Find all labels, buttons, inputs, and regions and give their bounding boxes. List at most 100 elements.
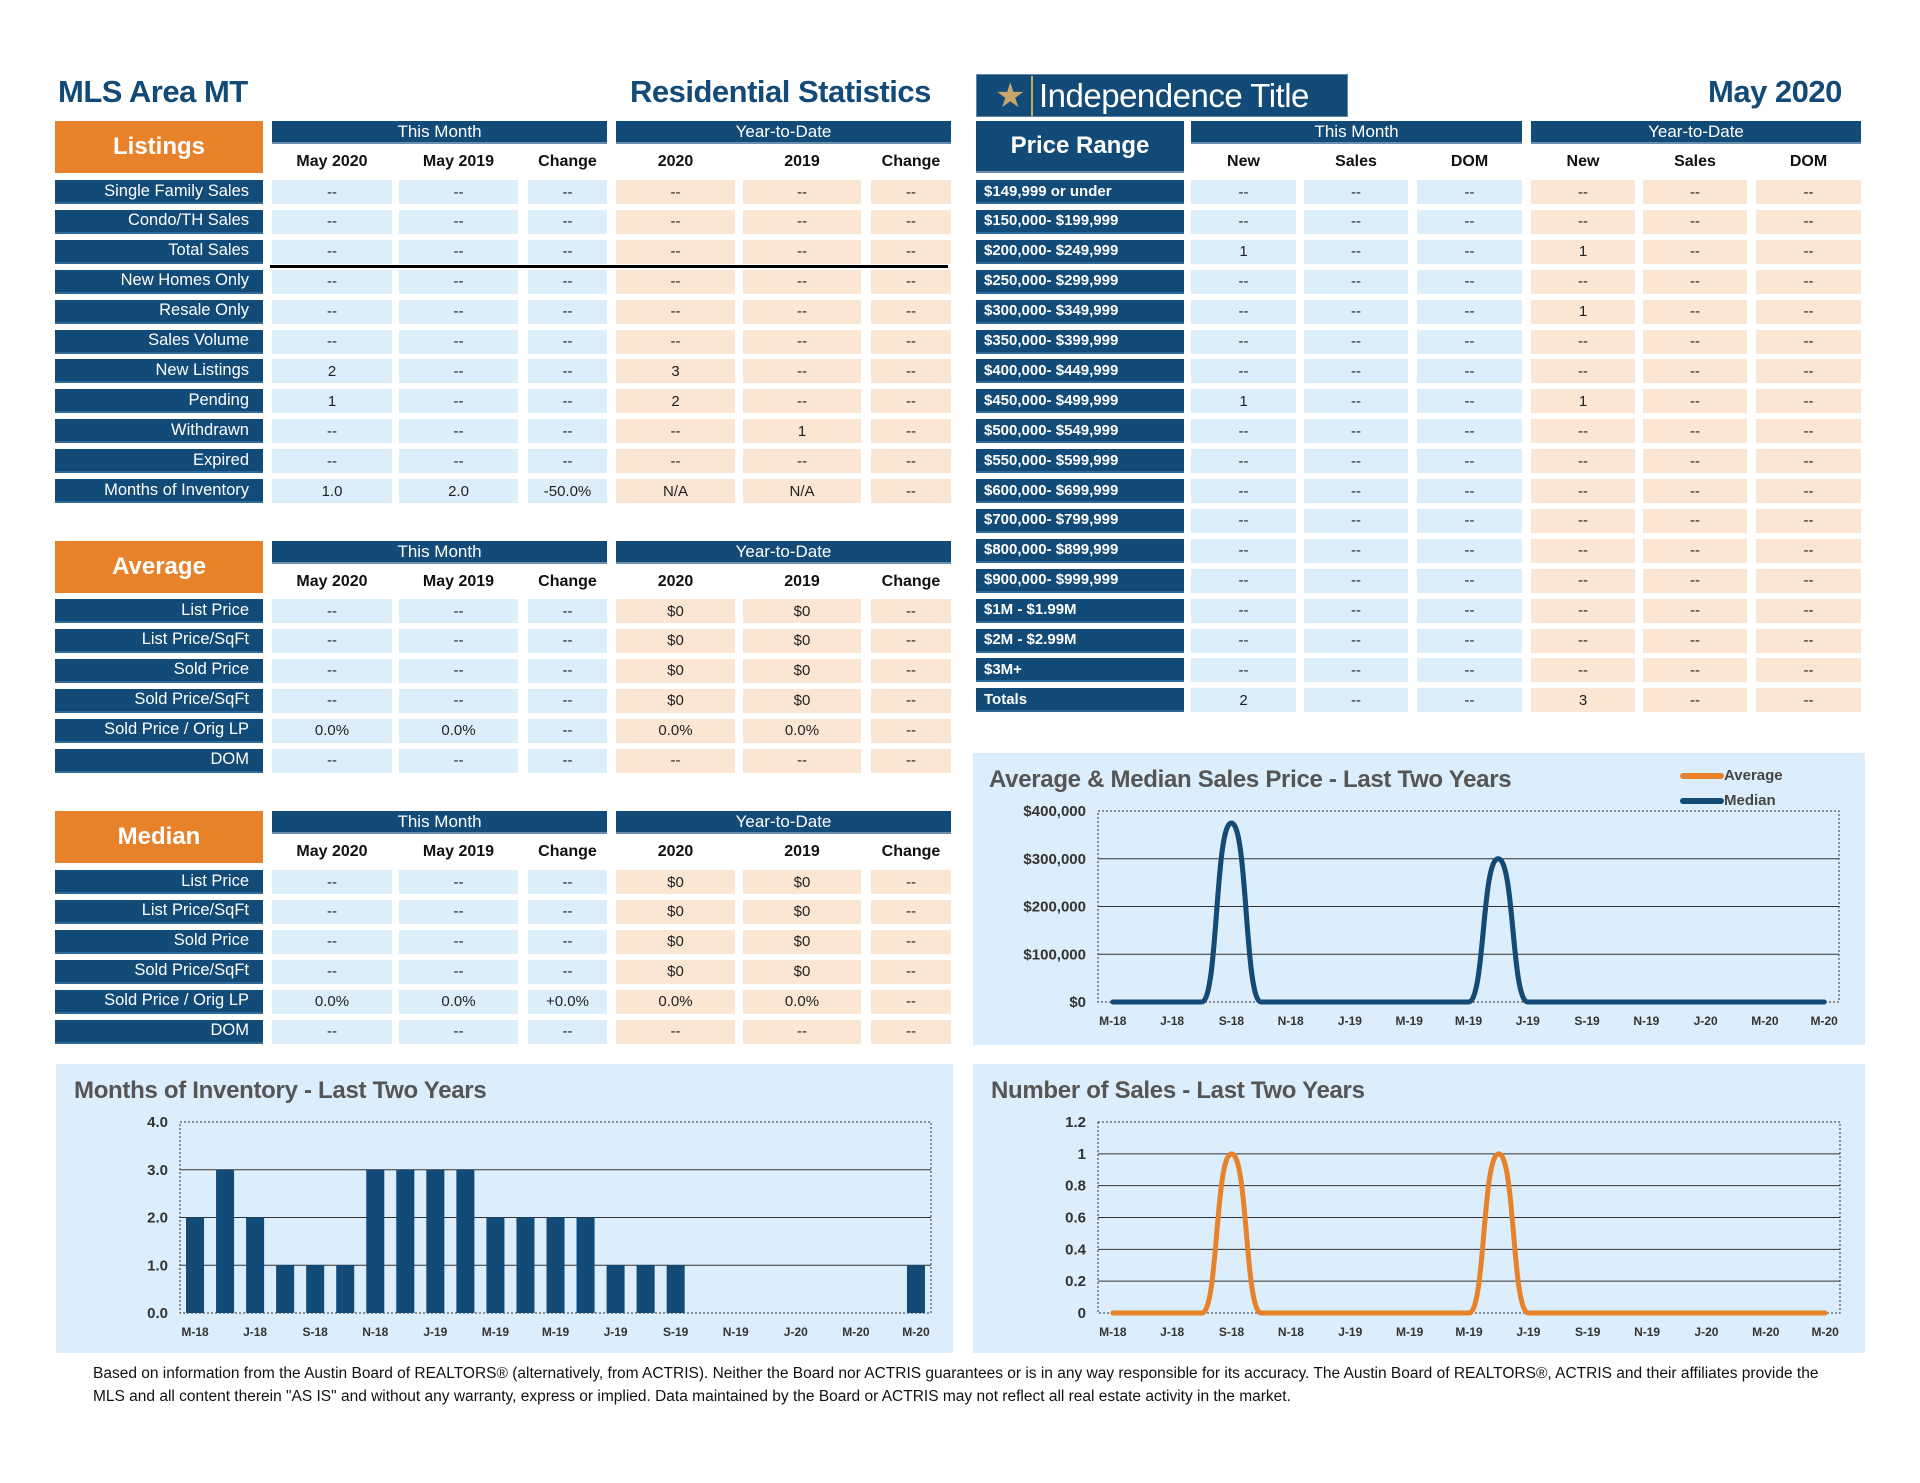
table-cell: -- xyxy=(1756,269,1861,294)
table-cell: -- xyxy=(1756,658,1861,683)
table-cell: -- xyxy=(1643,658,1747,683)
x-tick-label: M-18 xyxy=(1099,1325,1127,1339)
group-year-to-date: Year-to-Date xyxy=(616,811,951,834)
table-cell: -- xyxy=(272,329,392,354)
table-cell: -- xyxy=(871,599,951,623)
table-cell: -- xyxy=(743,180,861,204)
table-cell: -- xyxy=(1417,598,1522,623)
table-cell: -- xyxy=(528,299,607,324)
row-label: List Price/SqFt xyxy=(55,628,263,653)
row-label: $250,000- $299,999 xyxy=(976,269,1184,294)
table-cell: -- xyxy=(272,209,392,234)
bar xyxy=(906,1265,925,1313)
table-cell: -- xyxy=(528,599,607,623)
table-cell: -- xyxy=(616,329,735,354)
table-cell: -- xyxy=(272,599,392,623)
table-cell: -- xyxy=(399,688,518,713)
table-cell: -- xyxy=(1643,359,1747,384)
row-label: Sold Price xyxy=(55,929,263,954)
table-cell: -- xyxy=(1643,449,1747,474)
table-cell: -- xyxy=(1531,538,1635,563)
column-header: Sales xyxy=(1335,153,1377,170)
table-cell: -- xyxy=(1643,688,1747,713)
x-tick-label: S-19 xyxy=(1575,1325,1601,1339)
chart-title: Months of Inventory - Last Two Years xyxy=(74,1077,487,1104)
bar xyxy=(606,1265,625,1313)
table-cell: -- xyxy=(1756,209,1861,234)
bar xyxy=(396,1169,415,1313)
row-label: New Listings xyxy=(55,359,263,384)
table-cell: -- xyxy=(1417,568,1522,593)
row-label: Sold Price/SqFt xyxy=(55,959,263,984)
table-cell: 1.0 xyxy=(272,479,392,503)
table-cell: $0 xyxy=(743,658,861,683)
column-header: 2020 xyxy=(657,153,694,170)
inventory-chart-panel: Months of Inventory - Last Two Years 0.0… xyxy=(56,1064,953,1353)
table-cell: -- xyxy=(1191,209,1296,234)
table-cell: -- xyxy=(272,180,392,204)
table-cell: -- xyxy=(1191,419,1296,444)
table-cell: $0 xyxy=(743,628,861,653)
row-label: Total Sales xyxy=(55,239,263,264)
table-cell: $0 xyxy=(616,899,735,924)
table-cell: -- xyxy=(1304,209,1408,234)
table-cell: -- xyxy=(1643,239,1747,264)
table-cell: -- xyxy=(399,449,518,474)
table-cell: -- xyxy=(1191,538,1296,563)
x-tick-label: J-19 xyxy=(604,1325,628,1339)
table-cell: -- xyxy=(272,748,392,773)
row-label: Single Family Sales xyxy=(55,180,263,204)
column-header: May 2019 xyxy=(422,843,495,860)
y-tick-label: 1.2 xyxy=(1065,1114,1086,1131)
column-header: 2019 xyxy=(784,573,820,590)
y-tick-label: 3.0 xyxy=(147,1162,168,1179)
legend-median: Median xyxy=(1680,792,1776,809)
table-cell: -- xyxy=(528,628,607,653)
column-header: DOM xyxy=(1789,153,1828,170)
y-tick-label: 0 xyxy=(1078,1305,1086,1322)
table-cell: -- xyxy=(743,748,861,773)
table-cell: -- xyxy=(1531,329,1635,354)
table-cell: -- xyxy=(1531,628,1635,653)
x-tick-label: N-18 xyxy=(362,1325,388,1339)
table-cell: -- xyxy=(528,419,607,444)
bar xyxy=(636,1265,655,1313)
disclaimer-line: Based on information from the Austin Boa… xyxy=(93,1365,1819,1382)
legend-swatch xyxy=(1680,773,1724,780)
y-tick-label: $200,000 xyxy=(1023,899,1086,916)
table-cell: -- xyxy=(871,449,951,474)
table-cell: -- xyxy=(871,989,951,1014)
table-cell: -- xyxy=(871,419,951,444)
table-cell: -- xyxy=(616,269,735,294)
row-label: Sold Price xyxy=(55,658,263,683)
area-title: MLS Area MT xyxy=(58,74,248,109)
table-cell: $0 xyxy=(616,959,735,984)
table-cell: -- xyxy=(616,180,735,204)
x-tick-label: J-19 xyxy=(1516,1014,1540,1028)
table-cell: -- xyxy=(1191,180,1296,204)
bar xyxy=(516,1217,535,1313)
table-cell: -- xyxy=(1756,598,1861,623)
legend-label: Median xyxy=(1724,792,1776,809)
y-tick-label: 0.8 xyxy=(1065,1178,1086,1195)
group-year-to-date: Year-to-Date xyxy=(1531,121,1861,144)
table-cell: -- xyxy=(1531,658,1635,683)
bar xyxy=(336,1265,355,1313)
table-cell: -- xyxy=(1531,598,1635,623)
table-cell: -- xyxy=(399,899,518,924)
table-cell: -- xyxy=(272,628,392,653)
x-tick-label: J-18 xyxy=(1160,1325,1184,1339)
table-cell: 2 xyxy=(272,359,392,384)
table-cell: -- xyxy=(1756,180,1861,204)
table-cell: -- xyxy=(528,180,607,204)
x-tick-label: J-19 xyxy=(1516,1325,1540,1339)
row-label: Totals xyxy=(976,688,1184,713)
column-header: May 2019 xyxy=(422,153,495,170)
table-cell: -- xyxy=(1191,508,1296,533)
table-cell: -- xyxy=(743,1019,861,1044)
table-cell: 0.0% xyxy=(272,989,392,1014)
row-label: Sold Price/SqFt xyxy=(55,688,263,713)
table-cell: -- xyxy=(1643,598,1747,623)
table-cell: -- xyxy=(1417,419,1522,444)
inventory-chart: 0.0 1.0 2.0 3.0 4.0 M-18 J-18 S-18 N-18 J-19 M-19 M… xyxy=(147,1114,932,1339)
